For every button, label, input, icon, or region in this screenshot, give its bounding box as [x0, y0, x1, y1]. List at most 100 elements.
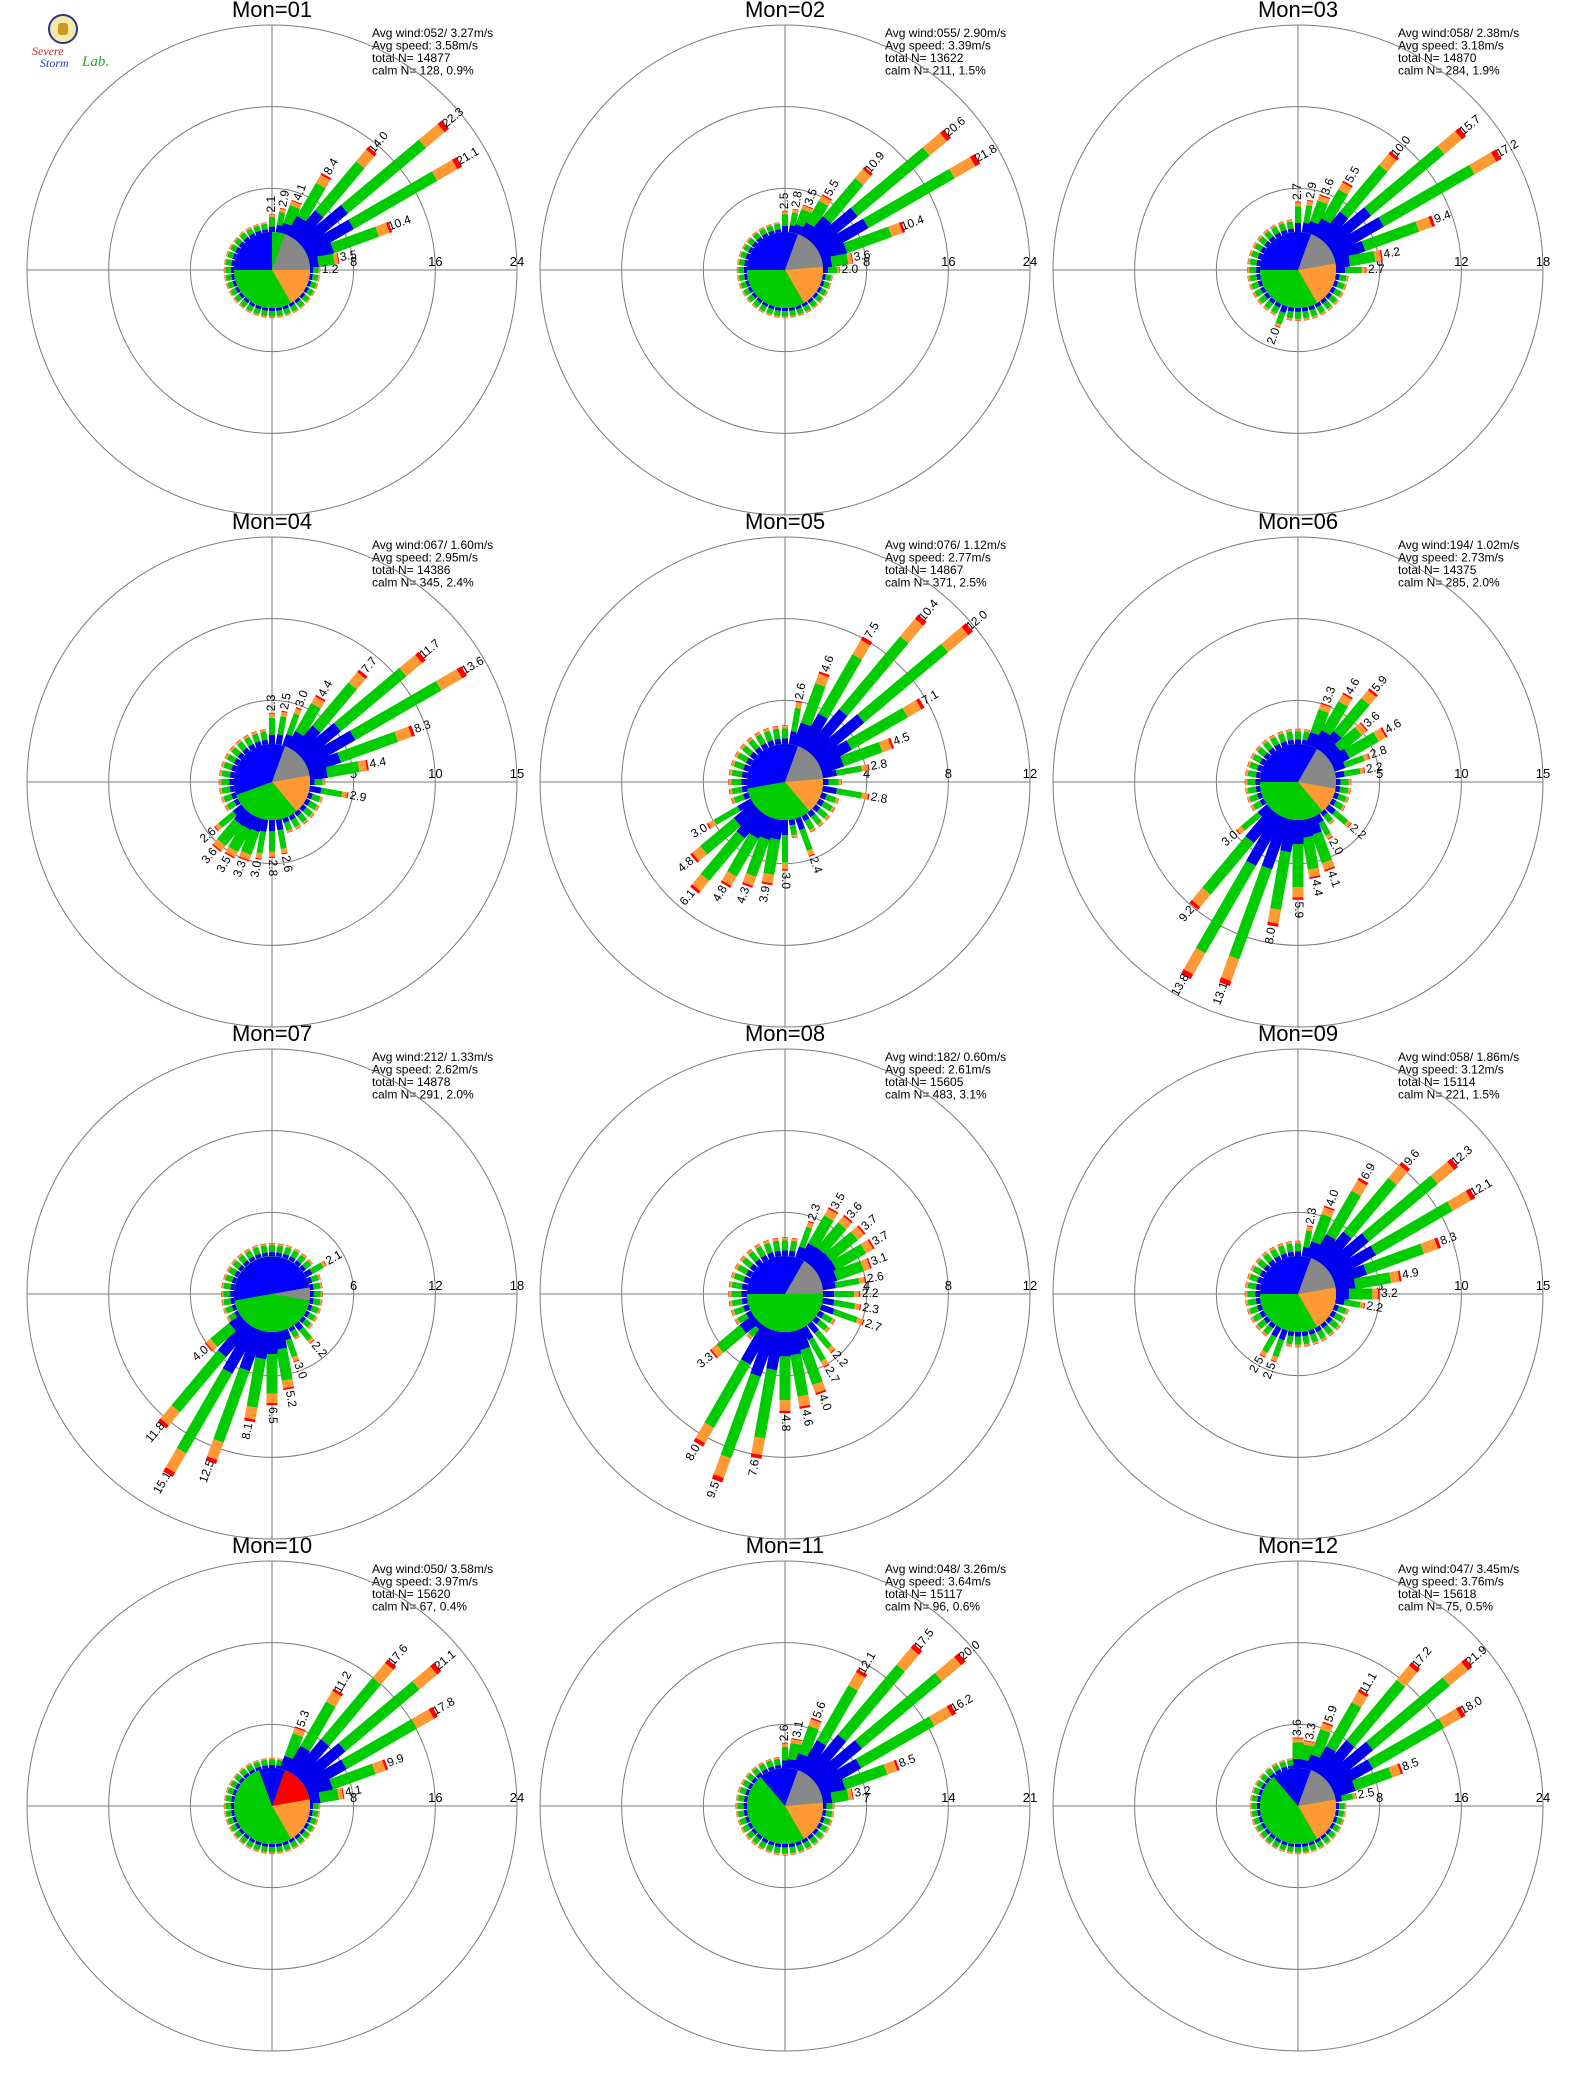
bar-segment: [788, 818, 796, 826]
bar-segment: [297, 205, 348, 250]
bar-segment: [316, 174, 331, 189]
bar-segment: [757, 1762, 764, 1767]
bar-segment: [1309, 308, 1318, 317]
bar-segment: [821, 769, 837, 779]
bar-segment: [792, 224, 807, 237]
bar-segment: [1367, 1718, 1445, 1769]
bar-segment: [745, 757, 754, 766]
bar-label: 2.3: [804, 1202, 823, 1223]
bar-segment: [230, 1823, 238, 1832]
bar-segment: [819, 287, 827, 296]
bar-label: 3.6: [853, 247, 872, 264]
bar-segment: [1323, 1233, 1369, 1274]
bar-segment: [1251, 250, 1260, 259]
bar-label: 2.5: [277, 692, 294, 711]
bar-segment: [818, 1779, 846, 1799]
bar-segment: [302, 1318, 312, 1328]
ring-label: 6: [1376, 254, 1383, 269]
bar-segment: [1321, 701, 1348, 736]
bar-segment: [749, 1263, 758, 1272]
bar-segment: [277, 716, 287, 736]
bar-segment: [293, 1334, 300, 1340]
bar-segment: [228, 1266, 238, 1276]
bar-segment: [229, 243, 234, 250]
bar-segment: [310, 793, 321, 803]
bar-segment: [1264, 230, 1274, 240]
bar-segment: [749, 751, 758, 760]
bar-segment: [800, 683, 826, 727]
stats-line: total N= 14867: [885, 563, 964, 577]
bar-segment: [412, 1666, 438, 1690]
bar-segment: [309, 281, 317, 289]
bar-segment: [763, 730, 773, 743]
bar-segment: [1301, 1330, 1309, 1337]
bar-label: 3.0: [292, 688, 311, 709]
bar-segment: [854, 1673, 942, 1749]
bar-segment: [1255, 1826, 1260, 1833]
bar-segment: [279, 222, 294, 237]
bar-segment: [300, 1701, 336, 1752]
bar-segment: [1252, 1312, 1263, 1322]
bar-segment: [739, 1786, 748, 1795]
bar-segment: [1269, 1772, 1276, 1779]
bar-segment: [212, 843, 222, 852]
bar-segment: [1338, 291, 1344, 298]
pie-sector: [785, 746, 823, 782]
bar-segment: [828, 1819, 833, 1826]
bar-segment: [843, 226, 892, 254]
bar-segment: [1373, 250, 1382, 262]
bar-segment: [1251, 1794, 1259, 1802]
stats-line: total N= 15114: [1398, 1075, 1476, 1089]
bar-segment: [821, 1313, 833, 1324]
panel-title: Mon=05: [745, 509, 825, 534]
bar-segment: [807, 297, 814, 304]
bar-segment: [1274, 1837, 1282, 1844]
bar-segment: [763, 1240, 770, 1245]
bar-segment: [1318, 1739, 1355, 1781]
bar-segment: [285, 1245, 293, 1250]
bar-segment: [1318, 731, 1343, 757]
bar-label: 3.2: [853, 1783, 872, 1800]
bar-segment: [1354, 1272, 1392, 1290]
bar-segment: [234, 1822, 241, 1830]
bar-segment: [1268, 747, 1276, 755]
stats-line: calm N= 96, 0.6%: [885, 1600, 980, 1614]
bar-label: 3.0: [779, 872, 793, 889]
bar-segment: [818, 654, 863, 719]
bar-segment: [1254, 242, 1264, 252]
bar-segment: [1272, 1840, 1281, 1848]
bar-segment: [690, 884, 701, 894]
bar-segment: [1250, 753, 1256, 760]
bar-segment: [221, 761, 226, 768]
bar-label: 21.1: [454, 144, 482, 168]
stats-line: calm N= 291, 2.0%: [372, 1088, 474, 1102]
bar-segment: [356, 149, 375, 169]
stats-line: calm N= 67, 0.4%: [372, 1600, 467, 1614]
bar-segment: [292, 725, 321, 757]
bar-segment: [307, 1259, 313, 1265]
pie-sector: [1298, 234, 1336, 270]
bar-segment: [797, 1394, 811, 1407]
bar-segment: [1252, 242, 1258, 249]
bar-segment: [1287, 306, 1295, 312]
bar-segment: [803, 1840, 812, 1849]
bar-segment: [821, 1282, 836, 1291]
bar-segment: [1236, 826, 1245, 835]
bar-segment: [302, 1260, 312, 1270]
bar-segment: [306, 1276, 313, 1284]
ring-label: 12: [1023, 1278, 1037, 1293]
bar-segment: [309, 1817, 317, 1825]
bar-segment: [767, 1252, 775, 1260]
bar-segment: [1305, 1754, 1322, 1773]
bar-label: 9.4: [1432, 207, 1453, 226]
bar-segment: [225, 1274, 234, 1283]
bar-segment: [860, 1258, 871, 1272]
bar-segment: [1263, 741, 1273, 752]
bar-segment: [249, 815, 265, 833]
bar-segment: [1259, 758, 1267, 766]
bar-segment: [1415, 216, 1433, 232]
bar-segment: [255, 304, 262, 310]
